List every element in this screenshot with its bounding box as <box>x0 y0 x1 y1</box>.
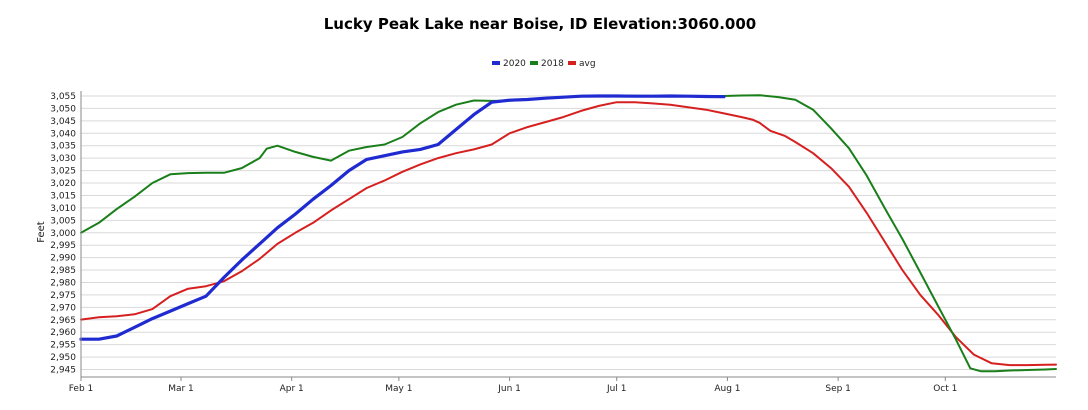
y-axis-label: Feet <box>36 221 47 243</box>
y-tick-label-3050: 3,050 <box>50 104 76 114</box>
y-tick-label-3020: 3,020 <box>50 179 76 189</box>
y-tick-label-3010: 3,010 <box>50 204 76 214</box>
legend-swatch-2020 <box>492 61 500 65</box>
series-line-avg <box>80 101 1057 367</box>
y-tick-label-2990: 2,990 <box>50 254 76 264</box>
x-tick-label-2: Apr 1 <box>280 384 304 394</box>
x-tick-label-1: Mar 1 <box>168 384 194 394</box>
y-tick-label-3045: 3,045 <box>50 117 76 127</box>
x-tick-label-4: Jun 1 <box>497 384 521 394</box>
y-tick-label-3025: 3,025 <box>50 167 76 177</box>
y-tick-label-2975: 2,975 <box>50 291 76 301</box>
legend-swatch-2018 <box>530 61 538 65</box>
y-gridlines <box>81 95 1056 371</box>
legend-swatch-avg <box>568 61 576 65</box>
y-tick-label-2950: 2,950 <box>50 353 76 363</box>
legend-label-avg: avg <box>579 59 596 69</box>
chart-legend: 2020 2018 avg <box>492 59 596 69</box>
legend-label-2020: 2020 <box>503 59 526 69</box>
y-tick-label-2955: 2,955 <box>50 341 76 351</box>
series-line-2020 <box>79 94 726 341</box>
x-tick-label-3: May 1 <box>385 384 412 394</box>
x-tick-label-5: Jul 1 <box>606 384 626 394</box>
chart-title: Lucky Peak Lake near Boise, ID Elevation… <box>324 15 757 33</box>
y-tick-label-2980: 2,980 <box>50 278 76 288</box>
y-tick-labels: 3,055 3,050 3,045 3,040 3,035 3,030 3,025 3,020… <box>50 92 76 376</box>
y-tick-label-3015: 3,015 <box>50 191 76 201</box>
x-tick-label-0: Feb 1 <box>69 384 94 394</box>
x-tick-label-7: Sep 1 <box>825 384 851 394</box>
y-tick-label-2970: 2,970 <box>50 303 76 313</box>
y-tick-label-3000: 3,000 <box>50 229 76 239</box>
y-tick-label-2985: 2,985 <box>50 266 76 276</box>
y-tick-label-2965: 2,965 <box>50 316 76 326</box>
legend-label-2018: 2018 <box>541 59 564 69</box>
y-tick-label-3005: 3,005 <box>50 216 76 226</box>
y-tick-label-2945: 2,945 <box>50 366 76 376</box>
y-tick-label-2960: 2,960 <box>50 328 76 338</box>
y-tick-label-2995: 2,995 <box>50 241 76 251</box>
y-tick-label-3035: 3,035 <box>50 142 76 152</box>
x-tick-labels: Feb 1 Mar 1 Apr 1 May 1 Jun 1 Jul 1 Aug 1 Sep 1… <box>69 377 957 394</box>
data-series <box>79 94 1057 373</box>
y-tick-label-3055: 3,055 <box>50 92 76 102</box>
y-tick-label-3040: 3,040 <box>50 129 76 139</box>
x-tick-label-6: Aug 1 <box>714 384 740 394</box>
x-tick-label-8: Oct 1 <box>933 384 957 394</box>
y-tick-label-3030: 3,030 <box>50 154 76 164</box>
